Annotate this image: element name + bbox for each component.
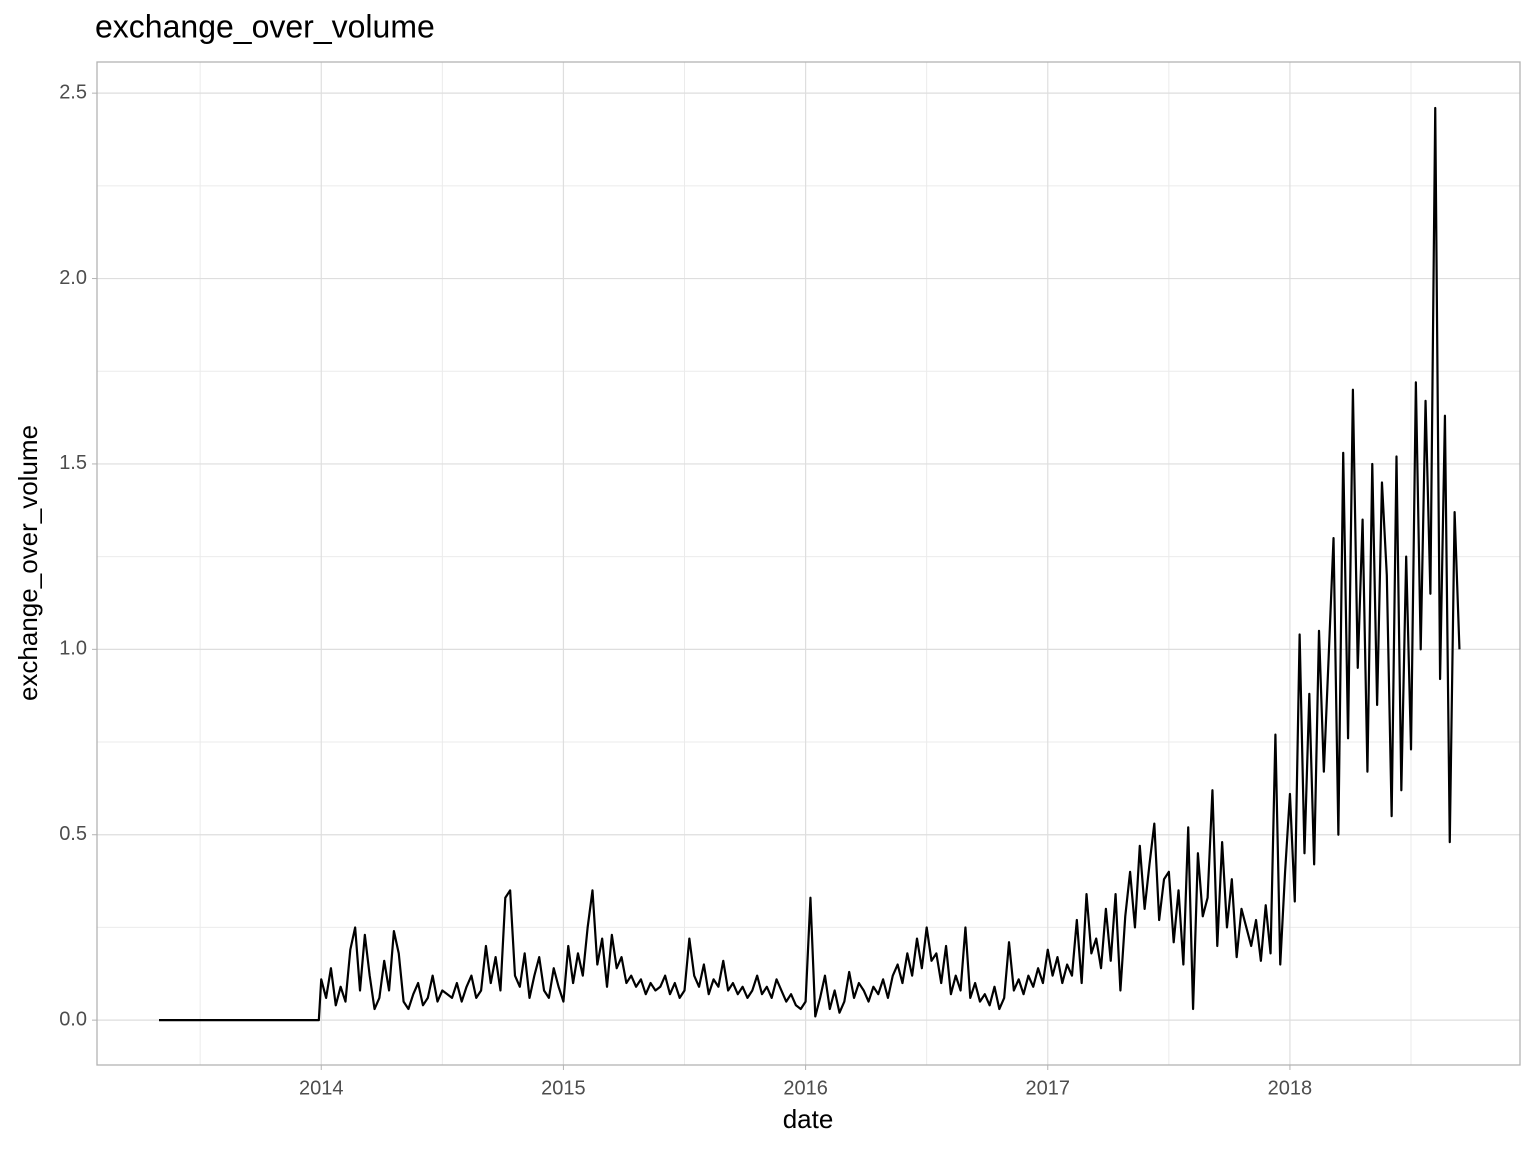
y-tick-label: 0.0 [59,1008,87,1030]
panel-border [96,61,1521,1066]
x-tick-label: 2018 [1268,1077,1313,1099]
x-tick-label: 2016 [783,1077,828,1099]
y-axis-title: exchange_over_volume [13,425,43,701]
data-line [159,106,1461,1022]
y-tick-label: 1.0 [59,638,87,660]
x-tick-label: 2015 [541,1077,586,1099]
y-tick-label: 2.0 [59,267,87,289]
y-tick-label: 2.5 [59,81,87,103]
x-axis-title: date [783,1104,834,1134]
y-tick-label: 0.5 [59,823,87,845]
chart-title: exchange_over_volume [95,8,435,44]
y-tick-label: 1.5 [59,452,87,474]
x-tick-label: 2014 [299,1077,344,1099]
x-tick-label: 2017 [1026,1077,1071,1099]
